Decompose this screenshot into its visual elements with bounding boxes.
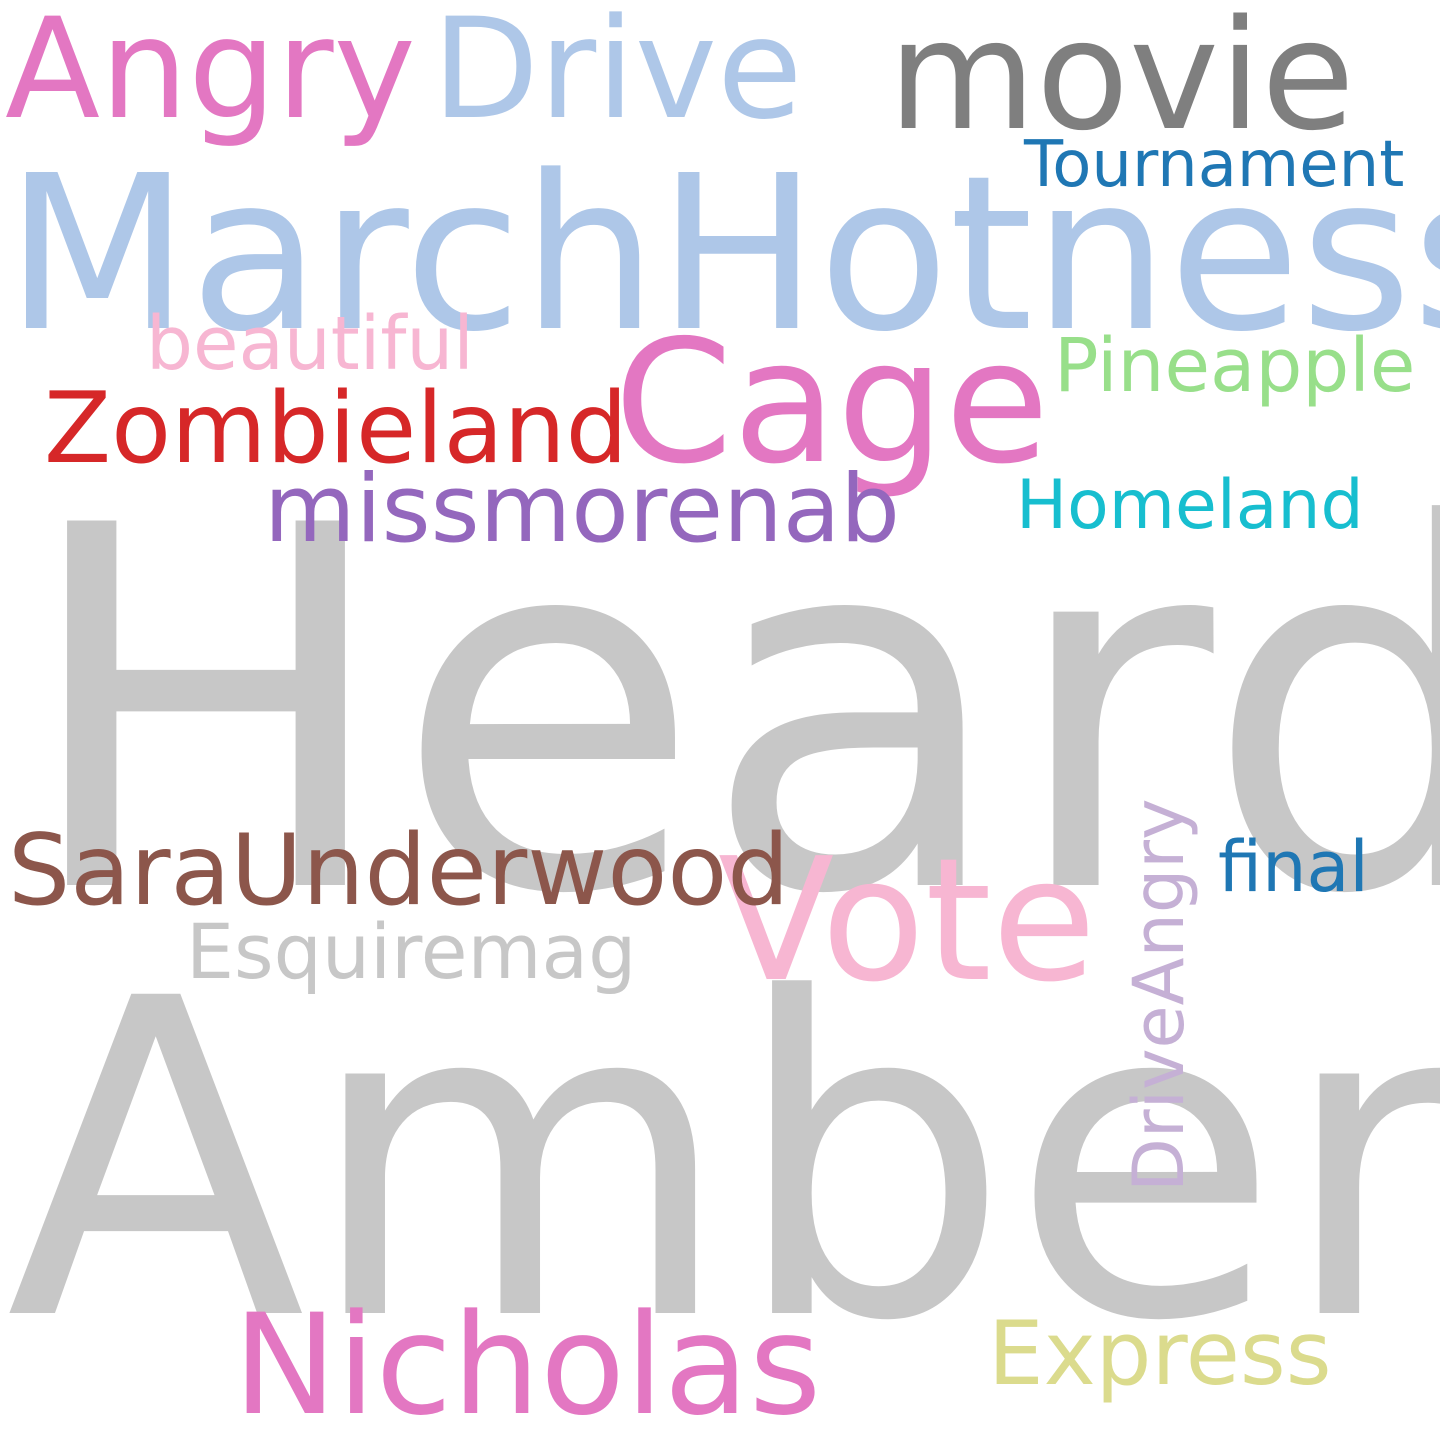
word-homeland: Homeland <box>1016 466 1364 545</box>
word-tournament: Tournament <box>1024 128 1405 202</box>
word-amber: Amber <box>6 907 1440 1417</box>
word-drive-angry: DriveAngry <box>1118 798 1200 1192</box>
word-pineapple: Pineapple <box>1054 323 1416 409</box>
word-nicholas: Nicholas <box>233 1284 822 1440</box>
word-drive: Drive <box>432 0 803 150</box>
word-zombieland: Zombieland <box>44 372 628 486</box>
word-esquiremag: Esquiremag <box>186 907 637 996</box>
word-sara-underwood: SaraUnderwood <box>8 814 790 928</box>
word-march-hotness: MarchHotness <box>5 130 1440 379</box>
word-vote: Vote <box>718 822 1097 1020</box>
word-heard: Heard <box>18 421 1440 1003</box>
word-cage: Cage <box>614 304 1050 502</box>
word-beautiful: beautiful <box>146 301 474 387</box>
word-missmorenab: missmorenab <box>264 455 900 564</box>
word-express: Express <box>988 1302 1332 1405</box>
word-angry: Angry <box>5 0 416 150</box>
word-final: final <box>1218 826 1369 908</box>
word-movie: movie <box>888 0 1355 164</box>
